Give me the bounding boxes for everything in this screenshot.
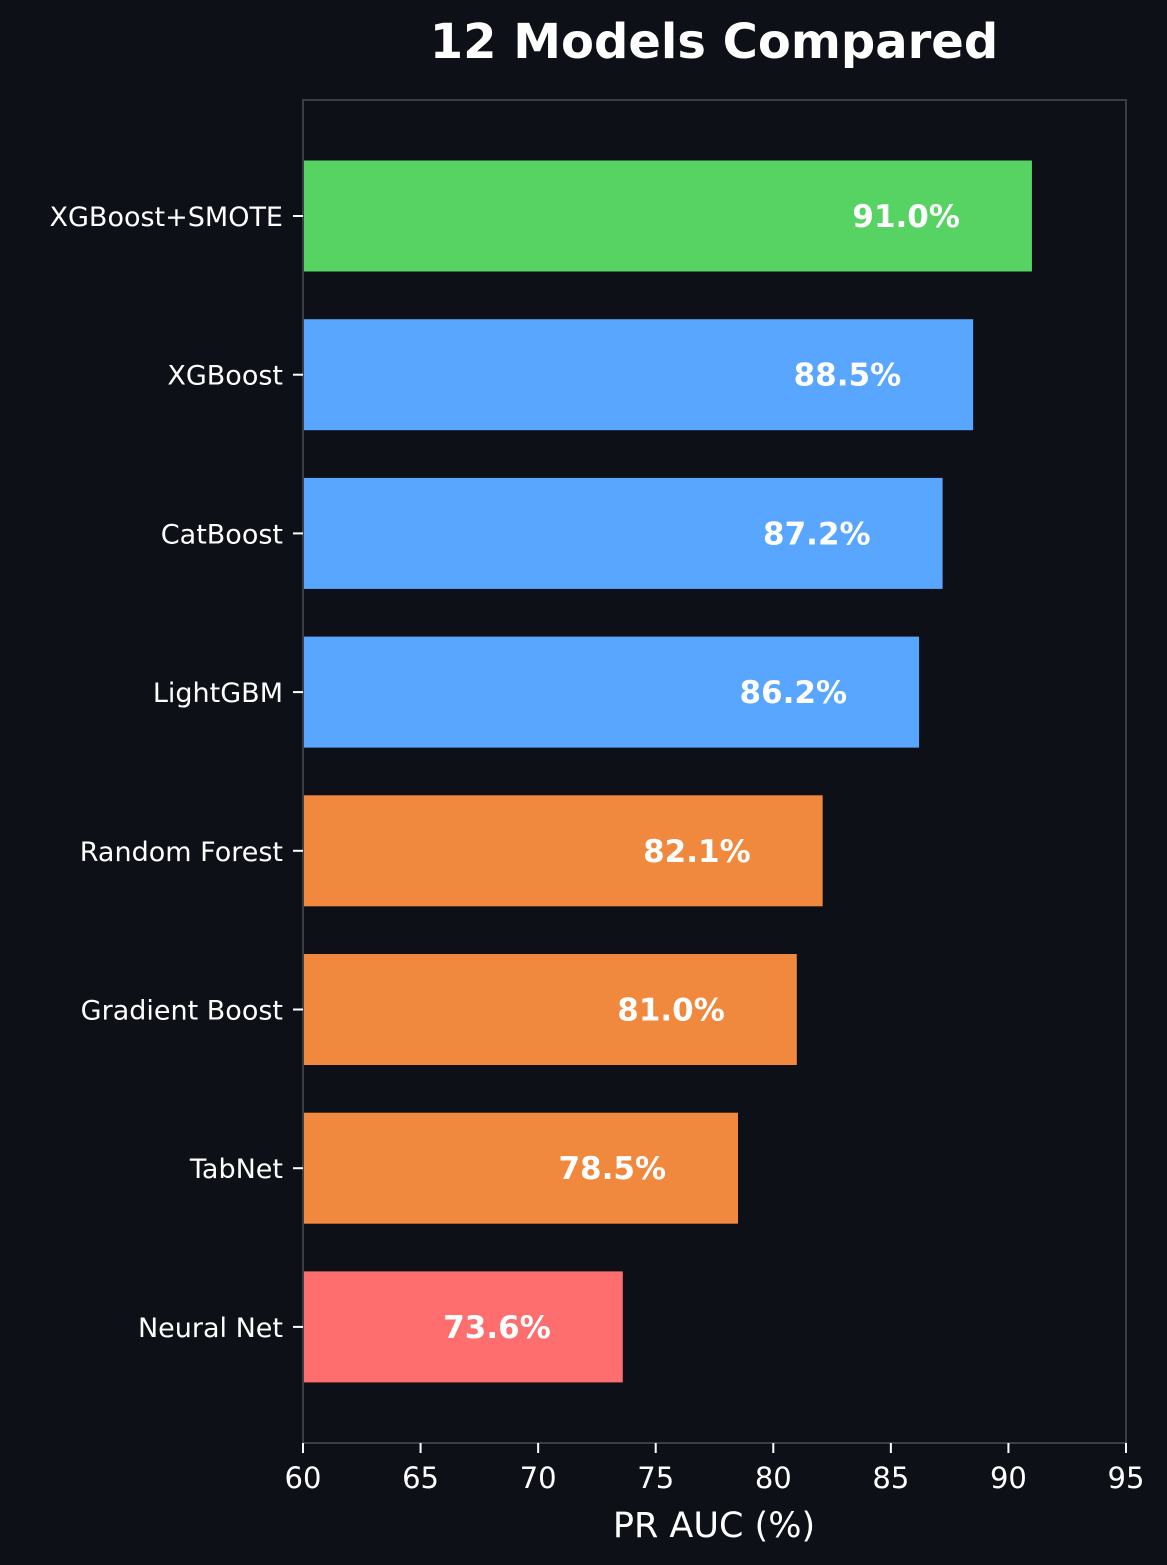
x-tick-label: 95 — [1108, 1461, 1145, 1495]
bar-value-label: 73.6% — [443, 1310, 551, 1346]
x-tick-label: 65 — [402, 1461, 439, 1495]
bar-neural-net — [304, 1271, 623, 1383]
x-tick-label: 90 — [990, 1461, 1027, 1495]
bar-catboost — [304, 477, 943, 589]
y-tick-label: XGBoost+SMOTE — [50, 202, 284, 233]
y-tick-label: Random Forest — [80, 837, 283, 868]
x-axis-label: PR AUC (%) — [613, 1506, 815, 1546]
bar-xgboost-smote — [304, 160, 1032, 272]
bar-value-label: 91.0% — [852, 199, 960, 235]
x-tick-label: 60 — [285, 1461, 322, 1495]
y-tick-label: CatBoost — [161, 519, 283, 550]
bar-tabnet — [304, 1112, 739, 1224]
bar-value-label: 78.5% — [558, 1151, 666, 1187]
y-tick-label: LightGBM — [153, 678, 283, 709]
x-tick-label: 85 — [872, 1461, 909, 1495]
bar-value-label: 88.5% — [794, 358, 902, 394]
x-tick-label: 80 — [755, 1461, 792, 1495]
x-tick-label: 75 — [637, 1461, 674, 1495]
y-tick-label: TabNet — [189, 1154, 283, 1185]
x-tick-label: 70 — [520, 1461, 557, 1495]
bar-random-forest — [304, 795, 823, 907]
y-tick-label: Gradient Boost — [81, 996, 283, 1027]
bar-xgboost — [304, 319, 974, 431]
x-axis: 60 65 70 75 80 85 90 95 — [285, 1443, 1145, 1495]
chart-title: 12 Models Compared — [430, 14, 998, 70]
value-labels-group: 91.0% 88.5% 87.2% 86.2% 82.1% 81.0% 78.5% 73.6% — [443, 199, 960, 1346]
bars-group — [304, 160, 1032, 1383]
y-tick-label: XGBoost — [167, 361, 283, 392]
y-tick-label: Neural Net — [138, 1313, 283, 1344]
bar-value-label: 87.2% — [763, 516, 871, 552]
bar-value-label: 81.0% — [617, 993, 725, 1029]
plot-frame — [302, 99, 1127, 1444]
y-axis: XGBoost+SMOTE XGBoost CatBoost LightGBM Rand… — [50, 202, 303, 1344]
bar-lightgbm — [304, 636, 920, 748]
bar-gradient-boost — [304, 954, 797, 1065]
bar-value-label: 82.1% — [643, 834, 751, 870]
bar-value-label: 86.2% — [740, 675, 848, 711]
